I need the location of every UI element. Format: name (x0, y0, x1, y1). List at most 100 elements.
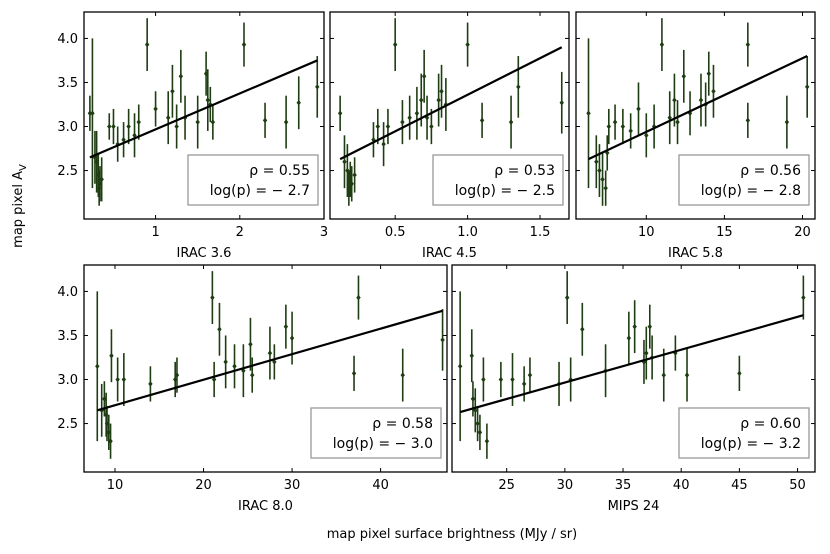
point-marker (672, 97, 677, 103)
point-marker (661, 372, 666, 378)
data-point (564, 271, 570, 325)
point-marker (315, 84, 320, 90)
point-marker (381, 141, 386, 147)
data-point (737, 355, 742, 391)
y-tick-label: 4.0 (57, 285, 78, 300)
fit-line (588, 55, 808, 161)
data-point (210, 271, 215, 325)
stats-logp: log(p) = − 2.7 (210, 183, 310, 199)
data-point (283, 95, 289, 149)
point-marker (241, 41, 247, 48)
stats-box: ρ = 0.60 log(p) = − 3.2 (678, 407, 810, 459)
point-marker (706, 70, 711, 77)
data-point (784, 95, 790, 149)
data-point (121, 122, 126, 158)
x-tick-label: 1.0 (457, 225, 478, 240)
data-point (267, 326, 273, 380)
data-point (745, 102, 751, 138)
point-marker (102, 396, 107, 402)
point-marker (111, 123, 116, 130)
point-marker (351, 370, 357, 377)
point-marker (484, 438, 490, 444)
point-marker (440, 337, 445, 343)
stats-rho: ρ = 0.60 (740, 416, 801, 432)
point-marker (385, 123, 391, 130)
data-point (603, 170, 608, 206)
point-marker (90, 110, 95, 117)
data-point (392, 18, 398, 72)
plot-frame (451, 264, 816, 473)
point-marker (352, 172, 357, 178)
data-point (626, 311, 632, 365)
data-point (211, 361, 217, 398)
point-marker (606, 123, 612, 130)
point-marker (296, 99, 301, 106)
point-marker (419, 97, 424, 103)
data-point (108, 423, 113, 459)
data-point (606, 108, 612, 145)
panel-xlabel: IRAC 3.6 (177, 246, 232, 261)
data-point (375, 108, 380, 145)
x-tick-label: 20 (794, 225, 811, 240)
point-marker (400, 119, 405, 125)
point-marker (498, 376, 504, 383)
point-marker (684, 372, 690, 378)
data-point (272, 344, 277, 380)
point-marker (644, 350, 649, 356)
stats-rho: ρ = 0.55 (249, 163, 310, 179)
x-tick-label: 15 (716, 225, 733, 240)
point-marker (136, 119, 141, 125)
stats-box-frame (187, 154, 319, 206)
fit-line (339, 46, 563, 161)
data-point (484, 423, 490, 459)
data-point (381, 122, 386, 167)
y-tick-label: 2.5 (57, 164, 78, 179)
point-marker (342, 158, 347, 165)
data-point (296, 76, 301, 130)
data-point (337, 95, 343, 131)
point-marker (675, 119, 680, 125)
point-marker (659, 41, 665, 48)
stats-logp: log(p) = − 2.8 (701, 183, 801, 199)
data-point (661, 348, 666, 402)
data-point (698, 73, 704, 127)
point-marker (475, 420, 480, 427)
x-tick-label: 40 (372, 478, 389, 493)
data-point (400, 348, 405, 402)
x-tick-label: 1 (151, 225, 159, 240)
x-tick-label: 10 (107, 478, 124, 493)
point-marker (745, 41, 751, 48)
stats-box-frame (678, 407, 810, 459)
fit-line (89, 59, 318, 159)
data-point (195, 95, 200, 149)
point-marker (87, 110, 93, 117)
point-marker (477, 429, 483, 436)
point-marker (429, 123, 434, 130)
plot-frame (83, 264, 448, 473)
point-marker (421, 73, 427, 80)
point-marker (375, 123, 380, 130)
data-point (632, 300, 637, 354)
data-point (600, 152, 605, 206)
data-point (436, 73, 441, 127)
data-point (153, 91, 158, 127)
panel-xlabel: IRAC 8.0 (238, 499, 293, 514)
stats-logp: log(p) = − 3.2 (701, 436, 801, 452)
point-marker (400, 372, 405, 378)
point-marker (109, 352, 114, 359)
point-marker (636, 106, 641, 112)
data-point (241, 344, 246, 398)
point-marker (521, 381, 527, 387)
data-point (470, 381, 476, 417)
data-point (580, 302, 585, 356)
point-marker (745, 117, 751, 124)
data-point (508, 95, 514, 149)
data-point (612, 104, 618, 140)
x-tick-label: 25 (498, 478, 515, 493)
data-point (559, 71, 564, 134)
data-point (241, 22, 247, 67)
data-point (115, 357, 120, 402)
point-marker (527, 372, 533, 378)
data-point (687, 91, 693, 136)
